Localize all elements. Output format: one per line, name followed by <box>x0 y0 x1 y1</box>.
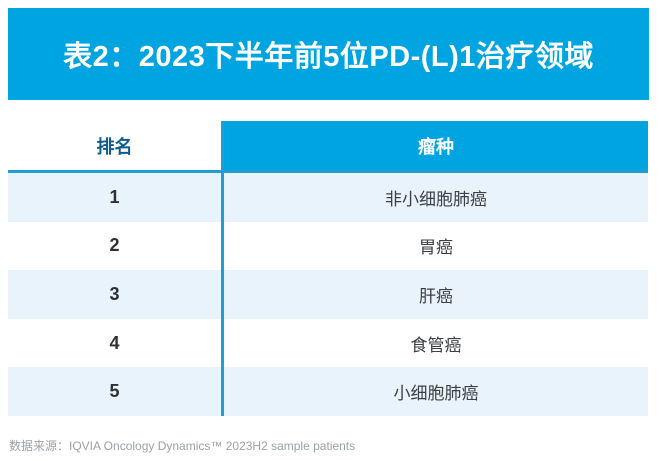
rank-cell: 5 <box>8 367 224 416</box>
table-body: 1 非小细胞肺癌 2 胃癌 3 肝癌 4 食管癌 5 小细胞肺癌 <box>8 173 648 416</box>
table-row: 3 肝癌 <box>8 270 648 319</box>
rank-cell: 2 <box>8 221 224 271</box>
tumor-cell: 小细胞肺癌 <box>393 384 479 404</box>
data-source-note: 数据来源：IQVIA Oncology Dynamics™ 2023H2 sam… <box>9 439 356 453</box>
tumor-cell: 非小细胞肺癌 <box>385 189 487 209</box>
table-row: 2 胃癌 <box>8 221 648 271</box>
rank-cell: 1 <box>8 173 224 222</box>
column-header-tumor: 瘤种 <box>224 121 648 170</box>
table-header-row: 排名 瘤种 <box>8 121 648 173</box>
table-row: 5 小细胞肺癌 <box>8 367 648 416</box>
column-header-rank: 排名 <box>8 121 224 170</box>
rank-cell: 3 <box>8 270 224 319</box>
ranking-table: 排名 瘤种 1 非小细胞肺癌 2 胃癌 3 肝癌 4 食管癌 5 小细胞肺癌 <box>8 121 648 416</box>
rank-cell: 4 <box>8 318 224 368</box>
tumor-cell: 肝癌 <box>419 286 453 306</box>
tumor-cell: 食管癌 <box>410 335 462 355</box>
table-row: 1 非小细胞肺癌 <box>8 173 648 222</box>
table-row: 4 食管癌 <box>8 318 648 368</box>
tumor-cell: 胃癌 <box>419 238 453 258</box>
title-banner: 表2：2023下半年前5位PD-(L)1治疗领域 <box>8 8 649 100</box>
page-title: 表2：2023下半年前5位PD-(L)1治疗领域 <box>63 41 594 73</box>
